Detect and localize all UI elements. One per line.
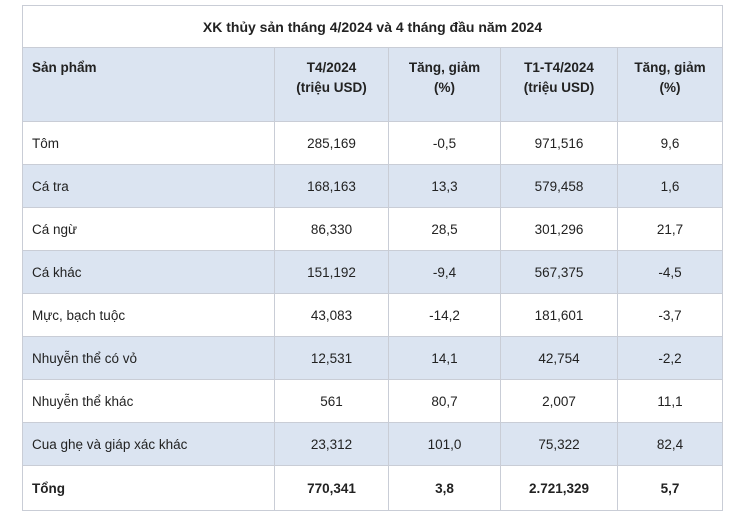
cell-t1-t4-value: 2,007 (500, 379, 618, 423)
cell-t1-t4-value: 75,322 (500, 422, 618, 466)
header-t1-t4-label: T1-T4/2024 (524, 60, 594, 75)
cell-t1-t4-change: 21,7 (616, 207, 724, 251)
table-row: Tôm 285,169 -0,5 971,516 9,6 (22, 121, 724, 165)
cell-t1-t4-change: -3,7 (616, 293, 724, 337)
total-t4-value: 770,341 (274, 465, 389, 511)
table-row: Cá ngừ 86,330 28,5 301,296 21,7 (22, 207, 724, 251)
cell-t4-value: 12,531 (274, 336, 389, 380)
total-label: Tổng (22, 465, 275, 511)
table-row: Cá khác 151,192 -9,4 567,375 -4,5 (22, 250, 724, 294)
cell-t4-value: 168,163 (274, 164, 389, 208)
header-t4-unit: (triệu USD) (296, 80, 367, 95)
cell-product: Cá tra (22, 164, 275, 208)
cell-t4-value: 43,083 (274, 293, 389, 337)
cell-product: Mực, bạch tuộc (22, 293, 275, 337)
total-t4-change: 3,8 (388, 465, 501, 511)
header-t1-t4-change-unit: (%) (659, 80, 681, 95)
total-row: Tổng 770,341 3,8 2.721,329 5,7 (22, 465, 724, 511)
cell-t1-t4-change: 82,4 (616, 422, 724, 466)
total-t1-t4-change: 5,7 (616, 465, 724, 511)
cell-t4-change: -0,5 (388, 121, 501, 165)
table-title: XK thủy sản tháng 4/2024 và 4 tháng đầu … (21, 5, 724, 48)
cell-t4-value: 285,169 (274, 121, 389, 165)
cell-t4-change: -9,4 (388, 250, 501, 294)
table-row: Cá tra 168,163 13,3 579,458 1,6 (22, 164, 724, 208)
cell-t4-change: 14,1 (388, 336, 501, 380)
cell-t1-t4-change: 9,6 (616, 121, 724, 165)
header-t4: T4/2024 (triệu USD) (274, 47, 389, 122)
header-row: Sản phẩm T4/2024 (triệu USD) Tăng, giảm … (22, 47, 724, 122)
header-t4-label: T4/2024 (306, 60, 357, 75)
total-t1-t4-value: 2.721,329 (500, 465, 618, 511)
cell-t1-t4-value: 971,516 (500, 121, 618, 165)
cell-t1-t4-change: 11,1 (616, 379, 724, 423)
header-t4-change-unit: (%) (434, 80, 455, 95)
cell-t1-t4-value: 42,754 (500, 336, 618, 380)
header-t1-t4-unit: (triệu USD) (523, 80, 595, 95)
cell-t4-value: 151,192 (274, 250, 389, 294)
cell-t4-value: 23,312 (274, 422, 389, 466)
cell-t1-t4-change: -4,5 (616, 250, 724, 294)
cell-product: Cua ghẹ và giáp xác khác (22, 422, 275, 466)
header-t1-t4-change: Tăng, giảm (%) (616, 47, 724, 122)
cell-t1-t4-change: -2,2 (616, 336, 724, 380)
cell-product: Nhuyễn thể có vỏ (22, 336, 275, 380)
cell-product: Cá khác (22, 250, 275, 294)
table-row: Nhuyễn thể có vỏ 12,531 14,1 42,754 -2,2 (22, 336, 724, 380)
header-product: Sản phẩm (22, 47, 275, 122)
table-row: Nhuyễn thể khác 561 80,7 2,007 11,1 (22, 379, 724, 423)
cell-product: Tôm (22, 121, 275, 165)
cell-product: Cá ngừ (22, 207, 275, 251)
header-t4-change: Tăng, giảm (%) (388, 47, 501, 122)
table-row: Mực, bạch tuộc 43,083 -14,2 181,601 -3,7 (22, 293, 724, 337)
cell-t4-change: 101,0 (388, 422, 501, 466)
cell-t1-t4-value: 181,601 (500, 293, 618, 337)
header-t4-change-label: Tăng, giảm (408, 60, 481, 75)
cell-t4-value: 86,330 (274, 207, 389, 251)
cell-t4-change: 80,7 (388, 379, 501, 423)
export-table-container: XK thủy sản tháng 4/2024 và 4 tháng đầu … (21, 5, 724, 511)
cell-product: Nhuyễn thể khác (22, 379, 275, 423)
cell-t4-value: 561 (274, 379, 389, 423)
header-product-label: Sản phẩm (32, 60, 97, 75)
header-t1-t4-change-label: Tăng, giảm (634, 60, 706, 75)
cell-t1-t4-value: 579,458 (500, 164, 618, 208)
cell-t4-change: 28,5 (388, 207, 501, 251)
cell-t4-change: 13,3 (388, 164, 501, 208)
cell-t1-t4-change: 1,6 (616, 164, 724, 208)
seafood-export-table: XK thủy sản tháng 4/2024 và 4 tháng đầu … (21, 5, 724, 511)
cell-t1-t4-value: 301,296 (500, 207, 618, 251)
cell-t4-change: -14,2 (388, 293, 501, 337)
header-t1-t4: T1-T4/2024 (triệu USD) (500, 47, 618, 122)
table-row: Cua ghẹ và giáp xác khác 23,312 101,0 75… (22, 422, 724, 466)
cell-t1-t4-value: 567,375 (500, 250, 618, 294)
